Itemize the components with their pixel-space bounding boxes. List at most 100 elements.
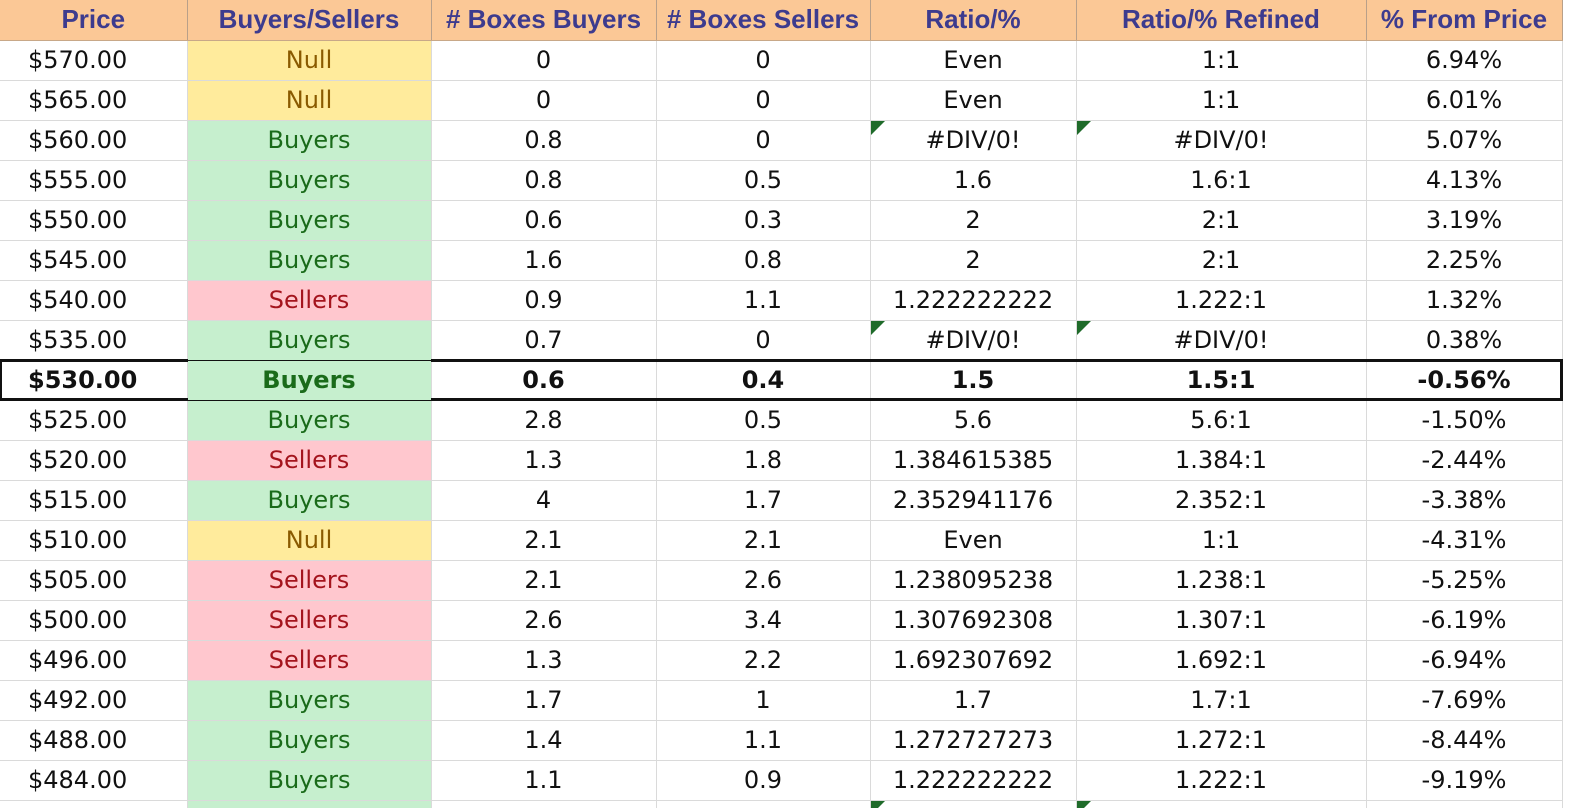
boxes-sellers-cell[interactable] — [656, 800, 871, 808]
ratio-refined-cell[interactable]: 1:1 — [1076, 520, 1367, 561]
pct-from-price-cell[interactable]: 2.25% — [1366, 240, 1563, 281]
boxes-sellers-cell[interactable]: 1.1 — [656, 720, 871, 761]
pct-from-price-cell[interactable]: 4.13% — [1366, 160, 1563, 201]
boxes-sellers-cell[interactable]: 0.4 — [656, 360, 871, 401]
ratio-cell[interactable]: 1.7 — [870, 680, 1077, 721]
boxes-buyers-cell[interactable]: 1.4 — [431, 720, 657, 761]
ratio-refined-cell[interactable]: 1.5:1 — [1076, 360, 1367, 401]
sentiment-cell[interactable]: Null — [187, 40, 432, 81]
ratio-refined-cell[interactable]: 1:1 — [1076, 80, 1367, 121]
price-cell[interactable]: $492.00 — [0, 680, 188, 721]
boxes-buyers-cell[interactable]: 0.6 — [431, 200, 657, 241]
sentiment-cell[interactable]: Buyers — [187, 480, 432, 521]
sentiment-cell[interactable]: Buyers — [187, 760, 432, 801]
boxes-sellers-cell[interactable]: 0.5 — [656, 400, 871, 441]
ratio-refined-cell[interactable]: 5.6:1 — [1076, 400, 1367, 441]
sentiment-cell[interactable]: Sellers — [187, 560, 432, 601]
boxes-buyers-cell[interactable]: 2.8 — [431, 400, 657, 441]
boxes-sellers-cell[interactable]: 2.1 — [656, 520, 871, 561]
pct-from-price-cell[interactable]: 3.19% — [1366, 200, 1563, 241]
price-cell[interactable]: $540.00 — [0, 280, 188, 321]
boxes-buyers-cell[interactable]: 0.9 — [431, 280, 657, 321]
sentiment-cell[interactable]: Buyers — [187, 120, 432, 161]
ratio-refined-cell[interactable]: 2:1 — [1076, 200, 1367, 241]
sentiment-cell[interactable]: Sellers — [187, 440, 432, 481]
ratio-cell[interactable]: 1.5 — [870, 360, 1077, 401]
sentiment-cell[interactable]: Null — [187, 80, 432, 121]
boxes-sellers-cell[interactable]: 2.6 — [656, 560, 871, 601]
sentiment-cell[interactable]: Buyers — [187, 720, 432, 761]
boxes-buyers-cell[interactable]: 0.8 — [431, 120, 657, 161]
sentiment-cell[interactable]: Buyers — [187, 680, 432, 721]
pct-from-price-cell[interactable]: 6.94% — [1366, 40, 1563, 81]
price-cell[interactable] — [0, 800, 188, 808]
price-cell[interactable]: $560.00 — [0, 120, 188, 161]
sentiment-cell[interactable]: Buyers — [187, 320, 432, 361]
price-cell[interactable]: $565.00 — [0, 80, 188, 121]
ratio-refined-cell[interactable]: 1:1 — [1076, 40, 1367, 81]
boxes-sellers-cell[interactable]: 0.8 — [656, 240, 871, 281]
pct-from-price-cell[interactable]: 0.38% — [1366, 320, 1563, 361]
ratio-refined-cell[interactable]: 1.7:1 — [1076, 680, 1367, 721]
ratio-cell[interactable]: 1.307692308 — [870, 600, 1077, 641]
ratio-refined-cell[interactable]: #DIV/0! — [1076, 320, 1367, 361]
sentiment-cell[interactable]: Sellers — [187, 280, 432, 321]
price-cell[interactable]: $510.00 — [0, 520, 188, 561]
boxes-sellers-cell[interactable]: 0 — [656, 120, 871, 161]
boxes-buyers-cell[interactable]: 2.1 — [431, 560, 657, 601]
pct-from-price-cell[interactable]: -0.56% — [1366, 360, 1563, 401]
error-indicator-icon[interactable] — [870, 320, 885, 335]
sentiment-cell[interactable]: Sellers — [187, 640, 432, 681]
pct-from-price-cell[interactable]: -5.25% — [1366, 560, 1563, 601]
boxes-sellers-cell[interactable]: 2.2 — [656, 640, 871, 681]
boxes-sellers-cell[interactable]: 0 — [656, 320, 871, 361]
boxes-sellers-cell[interactable]: 1.7 — [656, 480, 871, 521]
ratio-cell[interactable]: 1.692307692 — [870, 640, 1077, 681]
boxes-buyers-cell[interactable]: 0.6 — [431, 360, 657, 401]
pct-from-price-cell[interactable]: -8.44% — [1366, 720, 1563, 761]
pct-from-price-cell[interactable] — [1366, 800, 1563, 808]
pct-from-price-cell[interactable]: -6.19% — [1366, 600, 1563, 641]
price-cell[interactable]: $525.00 — [0, 400, 188, 441]
error-indicator-icon[interactable] — [870, 120, 885, 135]
ratio-cell[interactable]: 2 — [870, 200, 1077, 241]
ratio-refined-cell[interactable]: 1.238:1 — [1076, 560, 1367, 601]
ratio-refined-cell[interactable]: 1.222:1 — [1076, 280, 1367, 321]
price-cell[interactable]: $488.00 — [0, 720, 188, 761]
boxes-buyers-cell[interactable]: 0 — [431, 40, 657, 81]
boxes-sellers-cell[interactable]: 0.5 — [656, 160, 871, 201]
price-cell[interactable]: $530.00 — [0, 360, 188, 401]
price-cell[interactable]: $520.00 — [0, 440, 188, 481]
price-cell[interactable]: $550.00 — [0, 200, 188, 241]
price-cell[interactable]: $484.00 — [0, 760, 188, 801]
boxes-buyers-cell[interactable]: 1.3 — [431, 640, 657, 681]
boxes-sellers-cell[interactable]: 0.9 — [656, 760, 871, 801]
ratio-cell[interactable]: Even — [870, 80, 1077, 121]
sentiment-cell[interactable]: Buyers — [187, 400, 432, 441]
ratio-cell[interactable]: 1.384615385 — [870, 440, 1077, 481]
ratio-refined-cell[interactable]: #DIV/0! — [1076, 120, 1367, 161]
sentiment-cell[interactable]: Buyers — [187, 240, 432, 281]
ratio-cell[interactable]: 1.272727273 — [870, 720, 1077, 761]
ratio-cell[interactable]: #DIV/0! — [870, 120, 1077, 161]
pct-from-price-cell[interactable]: -9.19% — [1366, 760, 1563, 801]
boxes-sellers-cell[interactable]: 1.1 — [656, 280, 871, 321]
error-indicator-icon[interactable] — [1076, 120, 1091, 135]
sentiment-cell[interactable]: Buyers — [187, 200, 432, 241]
ratio-cell[interactable]: Even — [870, 520, 1077, 561]
boxes-sellers-cell[interactable]: 0.3 — [656, 200, 871, 241]
price-cell[interactable]: $505.00 — [0, 560, 188, 601]
price-cell[interactable]: $570.00 — [0, 40, 188, 81]
ratio-refined-cell[interactable]: 1.692:1 — [1076, 640, 1367, 681]
boxes-buyers-cell[interactable]: 4 — [431, 480, 657, 521]
sentiment-cell[interactable]: Buyers — [187, 360, 432, 401]
ratio-cell[interactable]: 1.222222222 — [870, 760, 1077, 801]
ratio-cell[interactable]: 2 — [870, 240, 1077, 281]
sentiment-cell[interactable]: Sellers — [187, 600, 432, 641]
pct-from-price-cell[interactable]: 1.32% — [1366, 280, 1563, 321]
ratio-cell[interactable]: 1.6 — [870, 160, 1077, 201]
boxes-sellers-cell[interactable]: 0 — [656, 40, 871, 81]
header-ratio[interactable]: Ratio/% — [870, 0, 1077, 41]
boxes-sellers-cell[interactable]: 0 — [656, 80, 871, 121]
error-indicator-icon[interactable] — [1076, 800, 1091, 808]
